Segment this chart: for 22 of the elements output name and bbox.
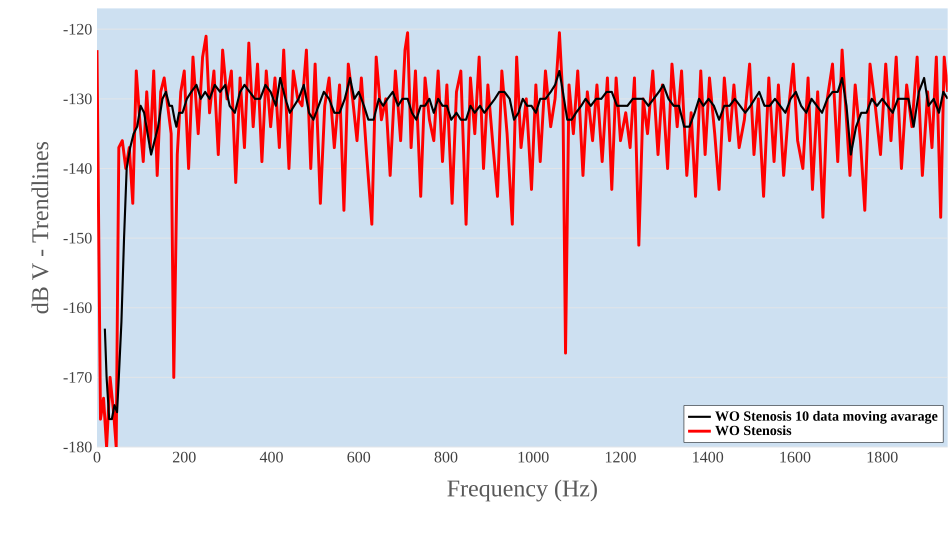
x-tick-label: 800 <box>434 452 458 462</box>
x-tick-label: 400 <box>260 452 283 462</box>
y-tick-label: -180 <box>64 442 92 452</box>
x-axis-title: Frequency (Hz) <box>447 480 597 502</box>
line-series <box>97 31 948 447</box>
y-tick-label: -120 <box>64 24 92 35</box>
y-tick-label: -150 <box>64 232 92 244</box>
y-tick-label: -140 <box>64 163 92 174</box>
x-tick-label: 1600 <box>780 452 810 462</box>
y-tick-label: -160 <box>64 302 92 314</box>
x-tick-label: 600 <box>347 452 370 462</box>
x-tick-label: 1200 <box>606 452 636 462</box>
x-tick-label: 200 <box>172 452 196 462</box>
legend-label: WO Stenosis <box>715 425 792 436</box>
y-tick-label: -130 <box>64 93 92 104</box>
x-tick-label: 1000 <box>518 452 549 462</box>
x-tick-label: 1800 <box>868 452 898 462</box>
y-axis-title: dB V - Trendlines <box>31 142 48 314</box>
x-tick-label: 0 <box>94 452 100 462</box>
legend-label: WO Stenosis 10 data moving avarage <box>715 410 938 424</box>
x-tick-label: 1400 <box>693 452 724 462</box>
y-tick-label: -170 <box>64 372 92 383</box>
